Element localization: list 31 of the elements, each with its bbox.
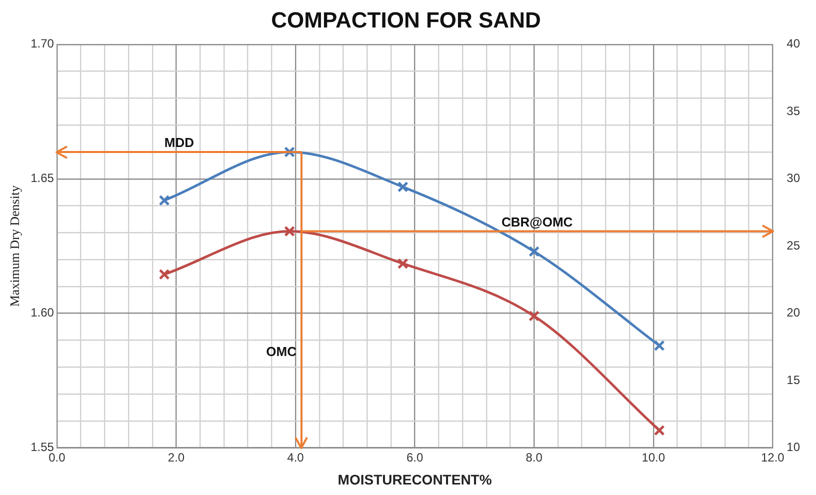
y-tick-label: 1.70 [30,36,54,51]
y2-tick-label: 10 [786,440,800,454]
point [654,340,665,352]
point [158,268,170,280]
point [654,424,665,436]
x-tick-label: 6.0 [406,450,424,464]
y2-tick-label: 40 [786,36,800,51]
y-tick-label: 1.65 [30,171,54,186]
y-tick-label: 1.60 [30,306,54,320]
point [158,194,170,206]
y2-tick-label: 30 [786,171,800,186]
x-tick-label: 10.0 [642,450,666,464]
x-tick-label: 2.0 [168,450,185,464]
point [397,258,408,270]
y-axis-title: Maximum Dry Density [7,184,22,307]
ref-line-label: MDD [164,135,194,150]
point [397,181,408,192]
y2-tick-label: 15 [786,372,800,387]
y2-tick-label: 35 [786,104,800,118]
x-tick-label: 8.0 [526,450,543,464]
x-axis-title: MOISTURECONTENT% [338,471,492,488]
point [528,246,540,257]
ref-line-label: OMC [266,344,298,360]
y2-tick-label: 25 [786,238,800,252]
x-tick-label: 4.0 [287,450,304,464]
ref-line-label: CBR@OMC [501,214,574,230]
chart-title: COMPACTION FOR SAND [271,7,541,32]
y2-tick-label: 20 [786,306,800,320]
point [284,226,296,237]
point [528,310,540,322]
x-tick-label: 12.0 [760,450,785,464]
